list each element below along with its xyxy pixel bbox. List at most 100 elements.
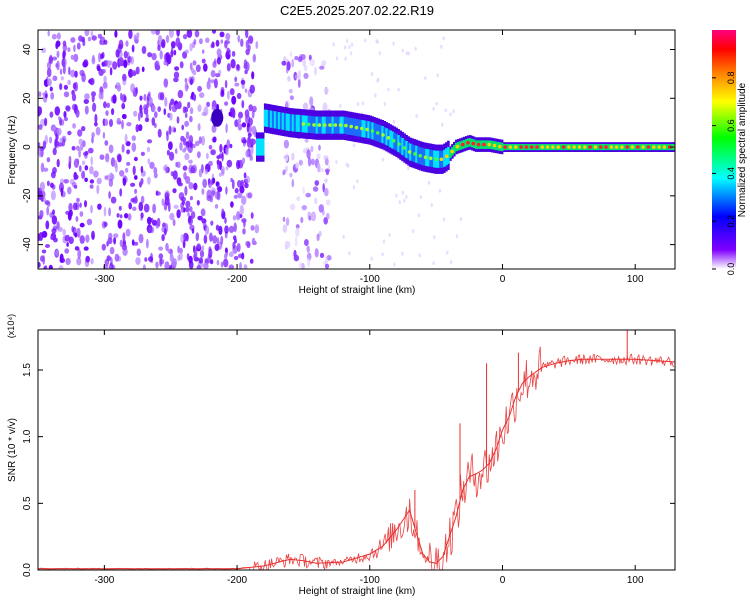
- spectrogram-noise-blob: [239, 185, 245, 194]
- spectrogram-band-inner: [500, 142, 504, 152]
- spectrogram-core-dot: [636, 145, 640, 149]
- spectrogram-noise-blob: [71, 93, 77, 102]
- spectrogram-noise-blob: [121, 244, 128, 251]
- spectrogram-noise-blob: [210, 220, 214, 226]
- spectrogram-band-inner: [256, 138, 259, 156]
- spectrogram-noise-blob: [149, 97, 153, 106]
- spectrogram-noise-blob: [90, 204, 93, 214]
- spectrogram-noise-blob: [114, 253, 120, 262]
- spectrogram-core-dot: [614, 145, 619, 149]
- spectrogram-marks: [38, 30, 675, 269]
- spectrogram-noise-blob: [392, 41, 395, 46]
- spectrogram-noise-blob: [251, 71, 255, 80]
- spectrogram-noise-blob: [242, 228, 246, 235]
- spectrogram-noise-blob: [314, 248, 319, 258]
- spectrogram-noise-blob: [206, 152, 209, 160]
- spectrogram-noise-blob: [188, 182, 194, 190]
- spectrogram-y-tick-label: 20: [22, 92, 33, 104]
- spectrogram-noise-blob: [182, 165, 188, 171]
- spectrogram-noise-blob: [45, 220, 50, 230]
- spectrogram-core-dot: [328, 123, 332, 127]
- spectrogram-noise-blob: [407, 166, 410, 171]
- spectrogram-noise-blob: [310, 211, 317, 222]
- spectrogram-noise-blob: [252, 105, 257, 113]
- spectrogram-noise-blob: [204, 225, 210, 235]
- spectrogram-noise-blob: [172, 170, 178, 180]
- spectrogram-noise-blob: [47, 201, 51, 208]
- spectrogram-noise-blob: [349, 51, 353, 56]
- spectrogram-noise-blob: [48, 56, 54, 65]
- spectrogram-noise-blob: [309, 58, 316, 67]
- spectrogram-noise-blob: [234, 187, 239, 194]
- spectrogram-noise-blob: [139, 95, 143, 101]
- spectrogram-noise-blob: [241, 122, 247, 128]
- spectrogram-noise-blob: [78, 148, 81, 158]
- spectrogram-band-inner: [379, 125, 382, 143]
- spectrogram-core-dot: [317, 123, 322, 127]
- spectrogram-noise-blob: [319, 65, 325, 70]
- spectrogram-noise-blob: [109, 246, 115, 255]
- spectrogram-noise-blob: [198, 257, 203, 264]
- snr-background: [38, 330, 675, 570]
- spectrogram-band-inner: [554, 144, 558, 151]
- spectrogram-noise-blob: [116, 84, 122, 92]
- spectrogram-noise-blob: [230, 58, 236, 69]
- spectrogram-noise-blob: [132, 206, 137, 211]
- spectrogram-noise-blob: [57, 226, 63, 232]
- spectrogram-band-inner: [634, 144, 637, 151]
- spectrogram-band-inner: [427, 149, 430, 167]
- spectrogram-noise-blob: [134, 175, 138, 180]
- spectrogram-noise-blob: [96, 65, 101, 72]
- spectrogram-noise-blob: [96, 177, 102, 185]
- spectrogram-core-dot: [609, 145, 614, 149]
- spectrogram-band-inner: [411, 144, 414, 162]
- spectrogram-noise-blob: [46, 206, 50, 216]
- spectrogram-band-inner: [474, 140, 478, 149]
- spectrogram-noise-blob: [220, 235, 224, 245]
- spectrogram-noise-blob: [147, 52, 153, 58]
- spectrogram-noise-blob: [164, 164, 168, 174]
- spectrogram-noise-blob: [323, 155, 329, 161]
- spectrogram-noise-blob: [135, 257, 141, 265]
- spectrogram-noise-blob: [247, 122, 250, 128]
- spectrogram-core-dot: [657, 145, 661, 149]
- spectrogram-noise-blob: [131, 142, 137, 152]
- spectrogram-noise-blob: [56, 60, 60, 71]
- spectrogram-noise-blob: [121, 102, 126, 110]
- spectrogram-noise-blob: [301, 263, 305, 269]
- spectrogram-noise-blob: [106, 240, 109, 247]
- snr-y-tick-label: 0.5: [22, 496, 33, 510]
- spectrogram-core-dot: [641, 145, 645, 149]
- spectrogram-noise-blob: [194, 30, 200, 38]
- spectrogram-noise-blob: [46, 67, 52, 78]
- spectrogram-core-dot: [360, 126, 364, 131]
- spectrogram-noise-blob: [74, 70, 78, 78]
- spectrogram-band-inner: [586, 144, 589, 151]
- spectrogram-core-dot: [476, 142, 481, 147]
- spectrogram-band-inner: [347, 117, 351, 135]
- spectrogram-noise-blob: [387, 87, 390, 92]
- spectrogram-noise-blob: [236, 180, 242, 188]
- spectrogram-noise-blob: [108, 60, 114, 66]
- spectrogram-noise-blob: [236, 64, 240, 70]
- spectrogram-noise-blob: [306, 245, 310, 253]
- spectrogram-noise-blob: [209, 259, 214, 265]
- spectrogram-core-dot: [545, 145, 550, 149]
- spectrogram-x-tick-label: -200: [227, 274, 247, 285]
- spectrogram-noise-blob: [250, 145, 254, 155]
- spectrogram-noise-blob: [101, 243, 107, 251]
- spectrogram-noise-blob: [314, 66, 317, 76]
- spectrogram-noise-blob: [168, 102, 172, 111]
- spectrogram-noise-blob: [157, 92, 163, 101]
- spectrogram-noise-blob: [128, 30, 133, 39]
- spectrogram-noise-blob: [144, 117, 150, 123]
- spectrogram-band-inner: [293, 114, 297, 132]
- spectrogram-noise-blob: [60, 76, 64, 81]
- spectrogram-noise-blob: [121, 93, 127, 103]
- spectrogram-noise-blob: [173, 49, 177, 56]
- spectrogram-noise-blob: [449, 260, 453, 265]
- spectrogram-noise-blob: [197, 151, 201, 159]
- spectrogram-noise-blob: [225, 186, 228, 195]
- spectrogram-noise-blob: [147, 158, 151, 165]
- spectrogram-noise-blob: [182, 106, 187, 114]
